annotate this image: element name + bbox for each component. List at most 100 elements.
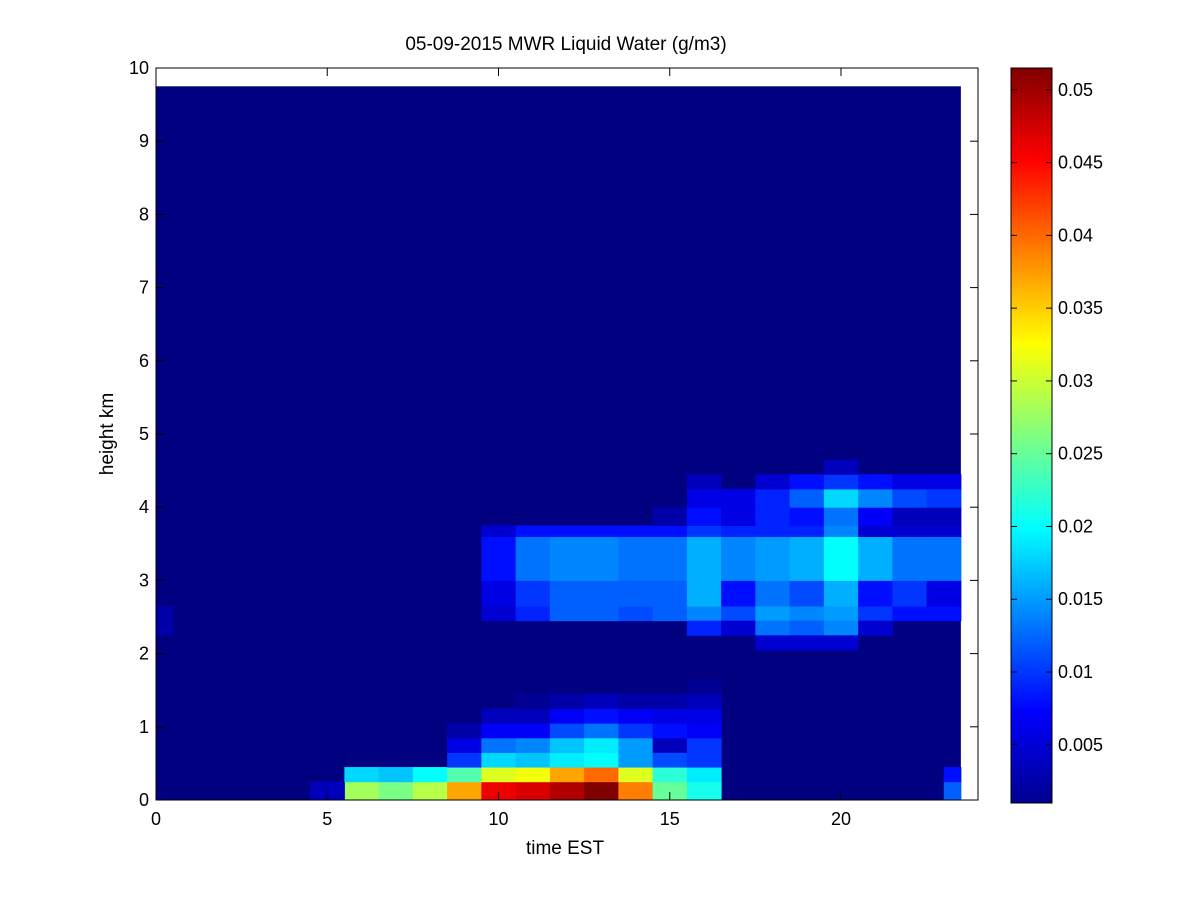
heatmap-cell [686,693,722,709]
heatmap-cell [823,474,859,490]
heatmap-cell [584,781,619,801]
y-tick-label: 10 [129,58,149,78]
heatmap-cell [789,488,825,508]
heatmap-cell [652,580,688,607]
heatmap-cell [549,536,585,581]
y-tick-label: 6 [139,351,149,371]
heatmap-cell [652,606,688,622]
heatmap-cell [584,708,619,724]
heatmap-cells [156,459,962,801]
heatmap-cell [515,536,551,581]
heatmap-background [156,86,961,801]
heatmap-cell [789,536,825,581]
y-axis-label: height km [97,393,118,475]
heatmap-cell [926,536,962,581]
heatmap-cell [721,606,756,622]
colorbar-ticks: 0.005 0.01 0.015 0.02 0.025 0.03 0.035 0.04 0.04… [1011,80,1103,755]
heatmap-cell [686,723,722,739]
heatmap-cell [686,781,722,801]
heatmap-cell [584,767,619,783]
colorbar-tick-label: 0.02 [1058,516,1093,536]
heatmap-cell [721,536,756,581]
heatmap-cell [515,525,688,537]
heatmap-cell [515,752,551,768]
heatmap-cell [481,708,517,724]
heatmap-cell [926,507,962,526]
heatmap-cell [926,606,962,622]
heatmap-cell [858,525,962,537]
heatmap-cell [652,781,688,801]
heatmap-cell [823,580,859,607]
heatmap-cell [652,767,688,783]
heatmap-cell [549,737,585,753]
y-tick-labels: 0 1 2 3 4 5 6 7 8 9 10 [129,58,149,810]
colorbar-tick-label: 0.05 [1058,80,1093,100]
x-tick-label: 20 [831,809,851,829]
heatmap-cell [549,752,585,768]
heatmap-cell [858,488,893,508]
heatmap-cell [618,781,654,801]
heatmap-cell [686,525,722,537]
heatmap-cell [926,474,962,490]
heatmap-cell [721,488,756,508]
heatmap-cell [515,580,551,607]
heatmap-cell [755,580,791,607]
heatmap-cell [447,723,482,739]
heatmap-cell [515,723,551,739]
heatmap-cell [515,693,551,709]
x-tick-label: 15 [660,809,680,829]
heatmap-cell [755,507,791,526]
heatmap-cell [686,507,722,526]
heatmap-cell [481,752,517,768]
colorbar-tick-label: 0.035 [1058,298,1103,318]
heatmap-cell [943,781,962,801]
heatmap-cell [515,737,551,753]
heatmap-cell [549,693,585,709]
heatmap-cell [549,580,585,607]
heatmap-cell [686,708,722,724]
heatmap-cell [584,580,619,607]
heatmap-cell [789,474,825,490]
heatmap-cell [618,752,654,768]
heatmap-cell [789,606,825,622]
heatmap-cell [892,580,928,607]
heatmap-cell [858,536,893,581]
heatmap-cell [755,620,791,636]
heatmap-cell [858,507,893,526]
heatmap-cell [652,737,688,753]
heatmap-cell [618,693,654,709]
heatmap-cell [447,752,482,768]
heatmap-cell [823,536,859,581]
heatmap-cell [823,620,859,636]
heatmap-cell [892,536,928,581]
y-tick-label: 1 [139,717,149,737]
colorbar-tick-label: 0.03 [1058,371,1093,391]
heatmap-cell [686,580,722,607]
heatmap-cell [892,606,928,622]
colorbar-tick-label: 0.04 [1058,225,1093,245]
heatmap-cell [618,536,654,581]
heatmap-cell [686,752,722,768]
heatmap-cell [721,620,756,636]
heatmap-cell [652,507,688,526]
heatmap-cell [892,507,928,526]
heatmap-cell [378,767,414,783]
heatmap-cell [515,767,551,783]
heatmap-cell [515,606,551,622]
heatmap-cell [549,781,585,801]
y-tick-label: 4 [139,497,149,517]
colorbar-tick-label: 0.005 [1058,735,1103,755]
heatmap-cell [823,606,859,622]
colorbar-gradient [1010,67,1053,804]
heatmap-cell [652,693,688,709]
heatmap-cell [652,752,688,768]
heatmap-cell [412,767,448,783]
heatmap-cell [618,606,654,622]
x-tick-label: 10 [488,809,508,829]
heatmap-cell [481,580,517,607]
heatmap-cell [789,507,825,526]
heatmap-cell [481,781,517,801]
heatmap-cell [584,723,619,739]
x-tick-label: 5 [322,809,332,829]
